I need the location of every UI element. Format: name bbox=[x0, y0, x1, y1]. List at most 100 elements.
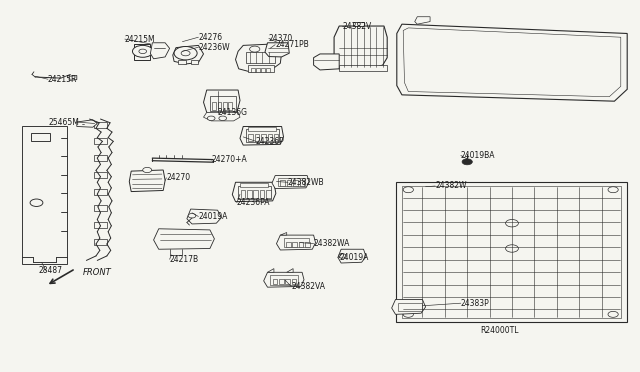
Polygon shape bbox=[69, 76, 77, 80]
Bar bbox=[94, 239, 107, 245]
Bar bbox=[253, 190, 258, 198]
Circle shape bbox=[403, 311, 413, 317]
Bar bbox=[287, 180, 291, 186]
Text: 24271PB: 24271PB bbox=[275, 40, 309, 49]
Circle shape bbox=[250, 46, 260, 52]
Polygon shape bbox=[402, 186, 621, 318]
Polygon shape bbox=[204, 90, 240, 115]
Polygon shape bbox=[403, 28, 621, 97]
Text: 24270: 24270 bbox=[166, 173, 191, 182]
Circle shape bbox=[219, 116, 227, 121]
Bar bbox=[251, 68, 255, 72]
Polygon shape bbox=[392, 299, 426, 314]
Bar bbox=[94, 155, 107, 161]
Bar bbox=[248, 127, 276, 131]
Polygon shape bbox=[338, 249, 366, 263]
Bar bbox=[94, 205, 107, 211]
Bar bbox=[238, 186, 271, 199]
Text: 24019BA: 24019BA bbox=[461, 151, 495, 160]
Polygon shape bbox=[173, 45, 204, 64]
Bar bbox=[94, 189, 107, 195]
Bar bbox=[255, 134, 259, 141]
Bar bbox=[293, 180, 298, 186]
Polygon shape bbox=[397, 24, 627, 101]
Circle shape bbox=[403, 187, 413, 193]
Polygon shape bbox=[77, 120, 97, 127]
Text: 25465M: 25465M bbox=[49, 118, 79, 126]
Text: 24236W: 24236W bbox=[198, 43, 230, 52]
Polygon shape bbox=[264, 272, 304, 287]
Polygon shape bbox=[353, 22, 364, 26]
Bar bbox=[248, 65, 274, 72]
Bar bbox=[94, 222, 107, 228]
Circle shape bbox=[188, 214, 196, 218]
Bar bbox=[266, 68, 270, 72]
Polygon shape bbox=[396, 182, 627, 322]
Polygon shape bbox=[415, 17, 430, 24]
Bar bbox=[292, 242, 297, 247]
Bar bbox=[178, 60, 186, 64]
Bar bbox=[261, 68, 265, 72]
Bar bbox=[240, 183, 268, 187]
Polygon shape bbox=[236, 44, 282, 73]
Text: 24382V: 24382V bbox=[342, 22, 372, 31]
Bar bbox=[247, 190, 252, 198]
Bar bbox=[256, 68, 260, 72]
Polygon shape bbox=[280, 232, 287, 235]
Text: 24019A: 24019A bbox=[339, 253, 369, 262]
Bar bbox=[339, 65, 387, 71]
Bar bbox=[300, 180, 304, 186]
Bar bbox=[268, 134, 272, 141]
Circle shape bbox=[139, 49, 147, 54]
Text: R24000TL: R24000TL bbox=[480, 326, 518, 335]
Circle shape bbox=[339, 254, 346, 258]
Bar bbox=[280, 180, 285, 186]
Circle shape bbox=[174, 46, 197, 60]
Text: FRONT: FRONT bbox=[83, 268, 112, 277]
Bar bbox=[212, 102, 216, 110]
Text: 24236P: 24236P bbox=[256, 137, 285, 146]
Polygon shape bbox=[154, 229, 214, 249]
Polygon shape bbox=[314, 54, 339, 70]
Text: 24215R: 24215R bbox=[48, 75, 77, 84]
Polygon shape bbox=[187, 209, 221, 224]
Bar bbox=[246, 129, 279, 142]
Text: 24383P: 24383P bbox=[461, 299, 490, 308]
Text: 24276: 24276 bbox=[198, 33, 223, 42]
Text: 24215M: 24215M bbox=[125, 35, 156, 44]
Text: 24217B: 24217B bbox=[170, 255, 199, 264]
Text: 24136G: 24136G bbox=[218, 108, 248, 117]
Circle shape bbox=[132, 45, 153, 57]
Polygon shape bbox=[276, 235, 316, 250]
Polygon shape bbox=[334, 26, 387, 70]
Text: 24270+A: 24270+A bbox=[211, 155, 247, 164]
Bar bbox=[398, 303, 422, 311]
Bar bbox=[210, 96, 236, 111]
Bar bbox=[270, 275, 298, 285]
Bar bbox=[94, 172, 107, 178]
Polygon shape bbox=[265, 43, 289, 57]
Bar bbox=[286, 242, 291, 247]
Bar bbox=[218, 102, 221, 110]
Bar bbox=[246, 52, 275, 63]
Circle shape bbox=[608, 187, 618, 193]
Polygon shape bbox=[268, 269, 274, 272]
Circle shape bbox=[506, 219, 518, 227]
Bar bbox=[248, 134, 253, 141]
Polygon shape bbox=[22, 126, 67, 264]
Circle shape bbox=[181, 51, 190, 56]
Polygon shape bbox=[287, 269, 293, 272]
Text: 24382W: 24382W bbox=[435, 182, 467, 190]
Bar bbox=[228, 102, 232, 110]
Bar bbox=[191, 60, 198, 64]
Bar bbox=[305, 242, 310, 247]
Text: 24382WB: 24382WB bbox=[288, 178, 324, 187]
Circle shape bbox=[207, 116, 215, 121]
Bar bbox=[31, 133, 50, 141]
Bar bbox=[292, 279, 296, 284]
Text: 24382VA: 24382VA bbox=[291, 282, 325, 291]
Circle shape bbox=[506, 245, 518, 252]
Polygon shape bbox=[129, 170, 165, 192]
Text: 24236PA: 24236PA bbox=[237, 198, 270, 207]
Bar bbox=[273, 279, 277, 284]
